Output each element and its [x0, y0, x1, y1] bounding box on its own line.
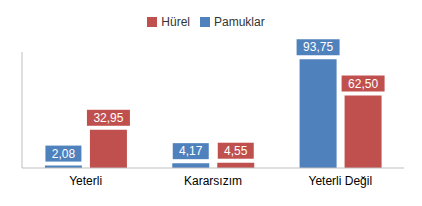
svg-text:2,08: 2,08 [52, 147, 76, 161]
svg-text:Yeterli Değil: Yeterli Değil [309, 174, 373, 188]
html-text:Pamuklar: Pamuklar [214, 15, 265, 29]
svg-text:4,17: 4,17 [179, 144, 203, 158]
svg-text:93,75: 93,75 [303, 40, 333, 54]
html-text:Hürel: Hürel [161, 15, 190, 29]
svg-text:Yeterli: Yeterli [69, 174, 102, 188]
svg-text:Kararsızım: Kararsızım [184, 174, 242, 188]
svg-text:32,95: 32,95 [93, 111, 123, 125]
svg-text:62,50: 62,50 [348, 77, 378, 91]
svg-text:4,55: 4,55 [224, 144, 248, 158]
